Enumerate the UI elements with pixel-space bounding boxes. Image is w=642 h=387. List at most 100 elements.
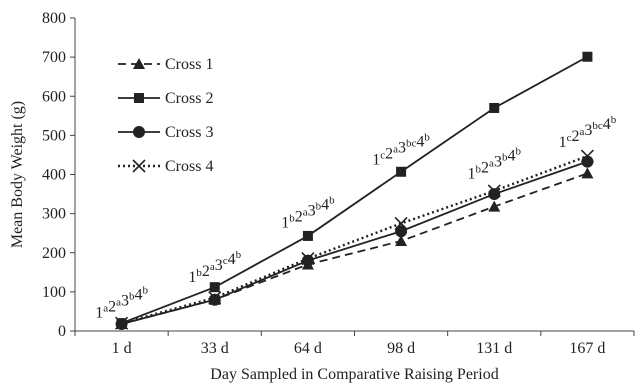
annotation-cross-number: 1 [188, 269, 196, 286]
significance-annotation: 1c2a3bc4b [559, 114, 617, 151]
data-point [581, 167, 594, 179]
y-tick-label: 600 [42, 88, 66, 105]
x-axis-label: Day Sampled in Comparative Raising Perio… [210, 366, 498, 383]
annotation-cross-number: 3 [308, 202, 316, 219]
data-point [488, 200, 501, 212]
legend-item: Cross 4 [118, 158, 213, 175]
data-point [208, 293, 221, 306]
annotation-cross-number: 2 [295, 208, 303, 225]
legend-item: Cross 2 [118, 90, 213, 107]
chart-axes: 0 100 200 300 400 500 600 700 800 1 d 33 d 64 d 98 d… [42, 10, 635, 357]
series-cross-3 [115, 155, 594, 330]
annotation-cross-number: 4 [228, 251, 236, 268]
data-point [116, 318, 127, 329]
legend-item: Cross 3 [118, 124, 213, 141]
legend-marker [134, 93, 144, 103]
data-point [488, 188, 501, 201]
data-point [489, 102, 500, 113]
annotation-letter: a [579, 126, 584, 138]
data-point [302, 230, 313, 241]
annotation-cross-number: 2 [385, 146, 393, 163]
annotation-letter: a [303, 206, 308, 218]
annotation-letter: b [476, 163, 482, 175]
annotation-cross-number: 4 [507, 147, 515, 164]
annotation-cross-number: 3 [215, 257, 223, 274]
data-point [581, 155, 594, 168]
y-tick-label: 500 [42, 127, 66, 144]
x-tick-label: 64 d [294, 340, 322, 357]
annotation-letter: a [210, 261, 215, 273]
x-tick-label: 167 d [569, 340, 605, 357]
series-cross-4 [115, 149, 594, 330]
annotation-cross-number: 2 [481, 159, 489, 176]
y-tick-label: 0 [58, 323, 66, 340]
annotation-cross-number: 2 [571, 128, 579, 145]
annotation-letter: c [380, 150, 385, 162]
annotation-letter: b [129, 290, 135, 302]
series-layer [115, 51, 594, 330]
y-tick-label: 200 [42, 245, 66, 262]
y-tick-label: 700 [42, 49, 66, 66]
annotation-cross-number: 1 [559, 134, 567, 151]
annotation-cross-number: 2 [108, 298, 116, 315]
legend-marker [133, 126, 145, 138]
significance-annotation: 1c2a3bc4b [372, 132, 430, 169]
annotation-letter: b [289, 212, 295, 224]
legend-label: Cross 2 [165, 90, 213, 107]
annotation-letter: a [103, 302, 108, 314]
annotation-letter: b [515, 145, 521, 157]
data-point [395, 235, 408, 247]
annotation-cross-number: 3 [494, 153, 502, 170]
legend-label: Cross 4 [165, 158, 213, 175]
annotation-letter: b [424, 132, 430, 144]
legend-label: Cross 1 [165, 56, 213, 73]
annotation-cross-number: 3 [121, 292, 129, 309]
annotation-letter: b [329, 194, 335, 206]
series-line [121, 160, 588, 325]
x-tick-label: 1 d [112, 340, 132, 357]
data-point [582, 51, 593, 62]
data-point [301, 254, 314, 267]
y-axis-label: Mean Body Weight (g) [9, 101, 26, 248]
series-cross-2 [116, 51, 593, 329]
y-tick-label: 100 [42, 284, 66, 301]
legend-marker [132, 159, 146, 173]
significance-annotation: 1b2a3c4b [188, 249, 241, 286]
data-point [209, 282, 220, 293]
significance-annotation: 1b2a3b4b [468, 145, 522, 182]
annotation-cross-number: 2 [202, 263, 210, 280]
x-tick-label: 131 d [476, 340, 512, 357]
annotation-letter: bc [592, 120, 603, 132]
x-tick-label: 98 d [387, 340, 415, 357]
data-point [395, 225, 408, 238]
annotation-cross-number: 4 [321, 196, 329, 213]
annotation-cross-number: 1 [372, 152, 380, 169]
legend: Cross 1 Cross 2 Cross 3 Cross 4 [118, 56, 213, 175]
annotation-cross-number: 1 [95, 304, 103, 321]
series-line [121, 55, 588, 325]
annotation-letter: b [316, 200, 322, 212]
annotation-cross-number: 1 [281, 214, 289, 231]
annotation-letter: b [611, 114, 617, 126]
annotation-letter: a [393, 144, 398, 156]
annotation-cross-number: 4 [603, 116, 611, 133]
series-line [121, 154, 588, 325]
legend-marker [133, 58, 145, 69]
annotation-letter: bc [406, 138, 417, 150]
y-tick-label: 300 [42, 206, 66, 223]
data-point [396, 166, 407, 177]
annotation-layer: 1a2a3b4b1b2a3c4b1b2a3b4b1c2a3bc4b1b2a3b4… [95, 114, 617, 321]
y-tick-label: 800 [42, 10, 66, 27]
legend-item: Cross 1 [118, 56, 213, 73]
annotation-cross-number: 3 [584, 122, 592, 139]
annotation-letter: c [223, 255, 228, 267]
y-tick-label: 400 [42, 167, 66, 184]
series-cross-1 [115, 167, 594, 329]
annotation-cross-number: 3 [398, 140, 406, 157]
annotation-letter: b [196, 267, 202, 279]
annotation-letter: b [236, 249, 242, 261]
annotation-cross-number: 4 [134, 286, 142, 303]
legend-label: Cross 3 [165, 124, 213, 141]
annotation-letter: a [489, 157, 494, 169]
